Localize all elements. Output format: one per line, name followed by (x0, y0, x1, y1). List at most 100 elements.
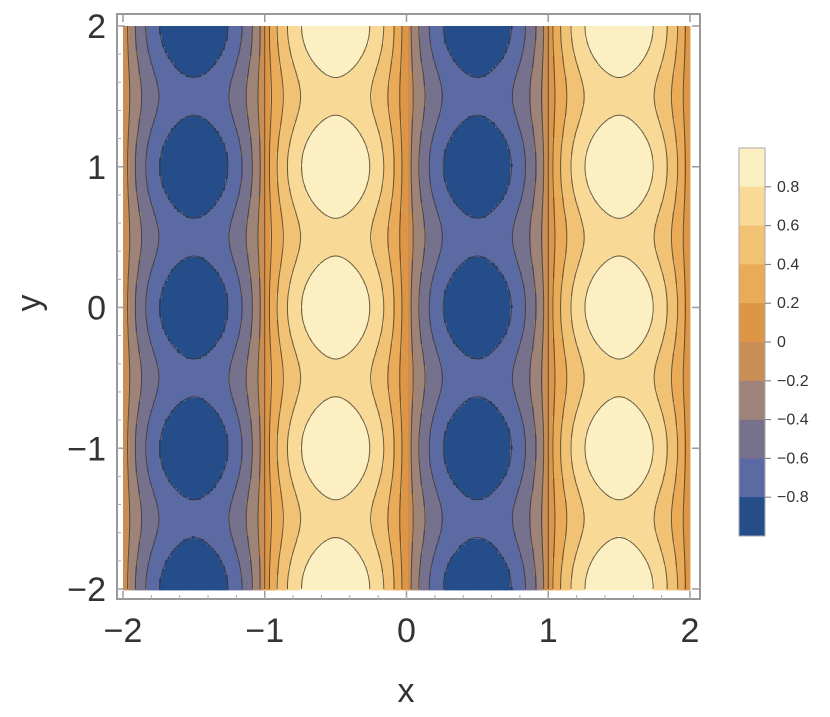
contour-cell (423, 47, 426, 50)
contour-cell (570, 29, 573, 32)
contour-cell (273, 65, 276, 68)
contour-cell (435, 38, 438, 41)
contour-cell (330, 26, 333, 29)
contour-cell (195, 44, 198, 47)
contour-cell (252, 59, 255, 62)
contour-cell (525, 38, 528, 41)
contour-cell (525, 56, 528, 59)
contour-cell (441, 26, 444, 29)
contour-cell (654, 44, 657, 47)
contour-cell (627, 56, 630, 59)
contour-cell (408, 50, 411, 53)
contour-cell (246, 29, 249, 32)
contour-cell (492, 47, 495, 50)
contour-cell (165, 68, 168, 71)
contour-cell (516, 47, 519, 50)
contour-cell (456, 68, 459, 71)
contour-cell (495, 53, 498, 56)
contour-cell (498, 68, 501, 71)
contour-cell (240, 50, 243, 53)
contour-cell (681, 41, 684, 44)
contour-cell (294, 26, 297, 29)
contour-cell (528, 53, 531, 56)
contour-cell (630, 59, 633, 62)
contour-cell (543, 65, 546, 68)
contour-cell (390, 35, 393, 38)
contour-cell (147, 32, 150, 35)
contour-cell (288, 65, 291, 68)
contour-cell (477, 56, 480, 59)
contour-cell (216, 50, 219, 53)
contour-cell (579, 44, 582, 47)
contour-cell (642, 50, 645, 53)
contour-cell (255, 59, 258, 62)
contour-cell (147, 71, 150, 74)
contour-cell (618, 29, 621, 32)
contour-cell (348, 44, 351, 47)
contour-cell (315, 38, 318, 41)
contour-cell (132, 41, 135, 44)
contour-cell (129, 50, 132, 53)
contour-cell (513, 71, 516, 74)
contour-cell (621, 29, 624, 32)
contour-cell (228, 26, 231, 29)
contour-cell (150, 71, 153, 74)
contour-cell (195, 65, 198, 68)
contour-cell (648, 65, 651, 68)
contour-cell (252, 65, 255, 68)
contour-cell (324, 38, 327, 41)
contour-cell (669, 68, 672, 71)
contour-cell (555, 35, 558, 38)
contour-cell (483, 29, 486, 32)
contour-cell (231, 62, 234, 65)
contour-cell (201, 29, 204, 32)
contour-cell (555, 65, 558, 68)
contour-cell (480, 35, 483, 38)
contour-cell (168, 29, 171, 32)
contour-cell (522, 26, 525, 29)
contour-cell (246, 56, 249, 59)
contour-cell (129, 44, 132, 47)
contour-cell (387, 65, 390, 68)
contour-cell (213, 26, 216, 29)
contour-cell (201, 50, 204, 53)
contour-cell (597, 32, 600, 35)
contour-cell (210, 41, 213, 44)
contour-cell (309, 29, 312, 32)
contour-cell (480, 65, 483, 68)
contour-cell (423, 41, 426, 44)
contour-cell (633, 41, 636, 44)
contour-cell (315, 29, 318, 32)
contour-cell (621, 44, 624, 47)
contour-cell (339, 71, 342, 74)
contour-cell (507, 53, 510, 56)
contour-cell (492, 26, 495, 29)
contour-cell (150, 26, 153, 29)
contour-cell (612, 44, 615, 47)
contour-cell (282, 35, 285, 38)
contour-cell (567, 38, 570, 41)
contour-cell (639, 71, 642, 74)
contour-cell (498, 26, 501, 29)
contour-cell (378, 68, 381, 71)
contour-cell (231, 35, 234, 38)
contour-cell (171, 38, 174, 41)
contour-cell (546, 41, 549, 44)
contour-cell (624, 38, 627, 41)
contour-cell (312, 71, 315, 74)
contour-cell (669, 26, 672, 29)
contour-cell (447, 65, 450, 68)
contour-cell (330, 53, 333, 56)
contour-cell (345, 38, 348, 41)
contour-cell (168, 53, 171, 56)
contour-cell (276, 62, 279, 65)
contour-cell (573, 38, 576, 41)
contour-cell (333, 41, 336, 44)
contour-cell (444, 29, 447, 32)
contour-cell (663, 68, 666, 71)
contour-cell (642, 26, 645, 29)
contour-cell (633, 47, 636, 50)
contour-cell (609, 38, 612, 41)
contour-cell (210, 53, 213, 56)
contour-cell (402, 35, 405, 38)
